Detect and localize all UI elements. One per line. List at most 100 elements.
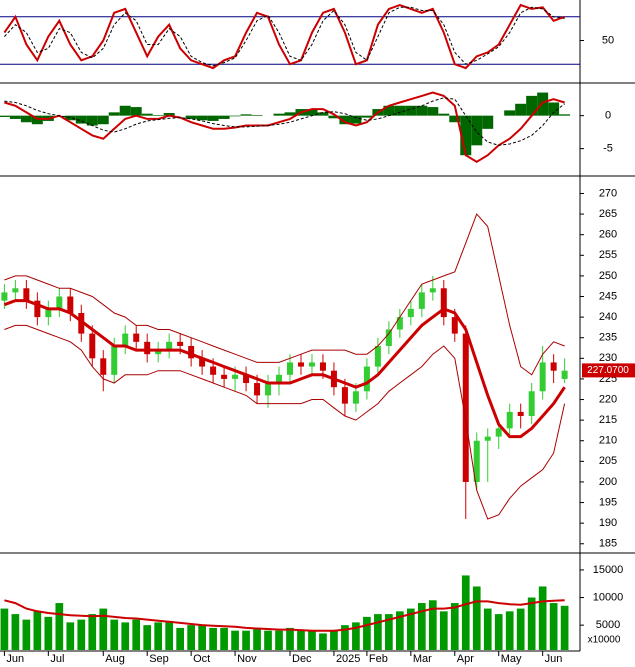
histogram-bar [515,103,527,116]
volume-bar [505,611,514,650]
candle-body [221,374,228,379]
candle-body [188,345,195,359]
volume-bar [428,600,437,650]
candle-body [462,333,469,482]
histogram-bar [75,115,87,124]
histogram-bar [273,113,285,116]
histogram-bar [141,113,153,116]
volume-bar [165,622,174,650]
x-tick-label: Feb [369,653,388,665]
histogram-bar [526,95,538,116]
histogram-bar [383,105,395,116]
histogram-bar [504,110,516,116]
candle-body [396,317,403,330]
x-tick-label: Mar [413,653,432,665]
x-tick-label: Oct [193,653,210,665]
y-tick-label: 190 [599,517,617,529]
volume-bar [374,614,382,650]
candle-body [407,308,414,318]
histogram-bar [328,115,340,119]
volume-bar [527,597,536,650]
volume-bar [44,616,53,650]
price-tag-label: 227.0700 [587,365,629,376]
volume-bar [220,627,228,650]
y-tick-label: 50 [602,34,614,46]
histogram-bar [218,115,230,119]
candle-body [319,362,326,371]
line-series [3,299,566,439]
volume-bar [352,622,360,650]
candle-body [539,362,546,392]
histogram-bar [229,115,241,117]
candle-body [385,329,392,346]
y-tick-label: 10000 [593,591,624,603]
histogram-bar [130,107,142,116]
histogram-bar [163,113,175,116]
candle-body [177,341,184,346]
candle-body [67,296,74,313]
histogram-bar [196,115,208,121]
y-tick-label: 5000 [596,619,620,631]
y-tick-label: 250 [599,270,617,282]
volume-bar [143,625,152,650]
candle-body [276,374,283,384]
volume-bar [154,622,163,650]
candle-body [89,333,96,359]
volume-bar [132,619,141,650]
candle-body [111,345,118,375]
volume-bar [439,611,448,650]
candle-body [100,358,107,375]
volume-bar [187,625,195,650]
histogram-bar [361,115,373,118]
volume-bar [396,611,404,650]
volume-bar [406,608,415,650]
volume-bar [341,625,349,650]
histogram-bar [31,115,43,125]
volume-bar [385,614,393,650]
histogram-bar [449,115,461,123]
x-tick-label: Nov [237,653,257,665]
histogram-bar [482,115,494,129]
candle-body [418,292,425,309]
candle-body [287,362,293,375]
volume-bar [472,586,481,650]
line-series [4,324,566,520]
histogram-bar [306,109,318,116]
y-tick-label: 210 [599,435,617,447]
candle-body [232,374,239,379]
candle-body [45,308,52,318]
x-tick-label: 2025 [336,653,360,665]
histogram-bar [185,115,197,119]
histogram-bar [240,114,252,116]
y-tick-label: 185 [599,538,617,550]
histogram-bar [416,105,428,116]
candle-body [440,288,447,318]
volume-bar [538,586,547,650]
candle-body [506,411,513,429]
histogram-bar [350,115,362,124]
histogram-bar [339,115,351,125]
candle-body [23,288,30,301]
volume-bar [483,608,492,650]
volume-bar [0,608,9,650]
candle-body [1,292,8,301]
histogram-bar [559,114,571,116]
candle-body [56,296,63,309]
volume-bar [110,619,119,650]
volume-bar [330,630,338,650]
candle-body [363,366,370,392]
volume-bar [308,630,316,650]
line-series [4,97,565,146]
volume-bar [297,630,305,650]
volume-bar [99,608,108,650]
candle-body [12,288,19,293]
candle-body [517,411,524,417]
volume-bar [264,630,272,650]
histogram-bar [394,105,406,116]
y-tick-label: 265 [599,208,617,220]
histogram-bar [548,102,560,116]
volume-bar [253,627,261,650]
y-tick-label: 260 [599,229,617,241]
candle-body [265,383,272,396]
